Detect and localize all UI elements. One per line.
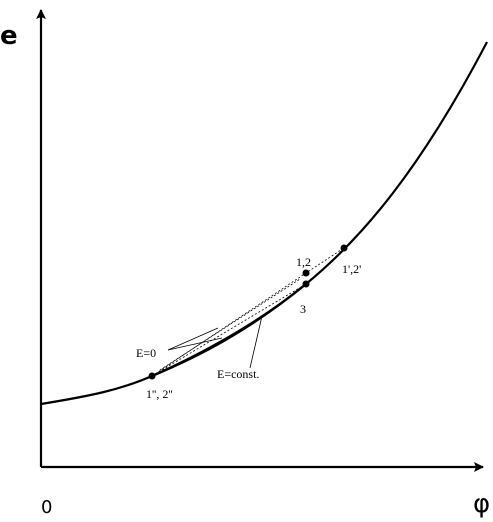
label-e-zero: E=0: [136, 346, 156, 360]
point-1-2: [302, 269, 310, 277]
leader-e-const: [249, 315, 263, 369]
dotted-path-lower: [151, 283, 307, 377]
constant-energy-path: [151, 283, 307, 378]
label-point-3: 3: [300, 302, 306, 316]
x-axis-title: φ: [473, 489, 490, 519]
leader-e-zero-2: [167, 337, 223, 351]
point-1p-2p: [340, 244, 348, 252]
energy-curve: [40, 41, 488, 406]
point-1pp-2pp: [148, 372, 156, 380]
label-point-1p-2p: 1',2': [342, 262, 361, 276]
dotted-path-mid: [159, 278, 301, 371]
label-point-1pp-2pp: 1'', 2'': [146, 387, 173, 401]
label-point-1-2: 1,2: [296, 255, 311, 269]
y-axis-title: e: [0, 21, 18, 51]
label-e-const: E=const.: [217, 367, 259, 381]
leader-e-zero-1: [167, 327, 219, 351]
point-3: [302, 280, 310, 288]
origin-label: 0: [41, 497, 52, 518]
